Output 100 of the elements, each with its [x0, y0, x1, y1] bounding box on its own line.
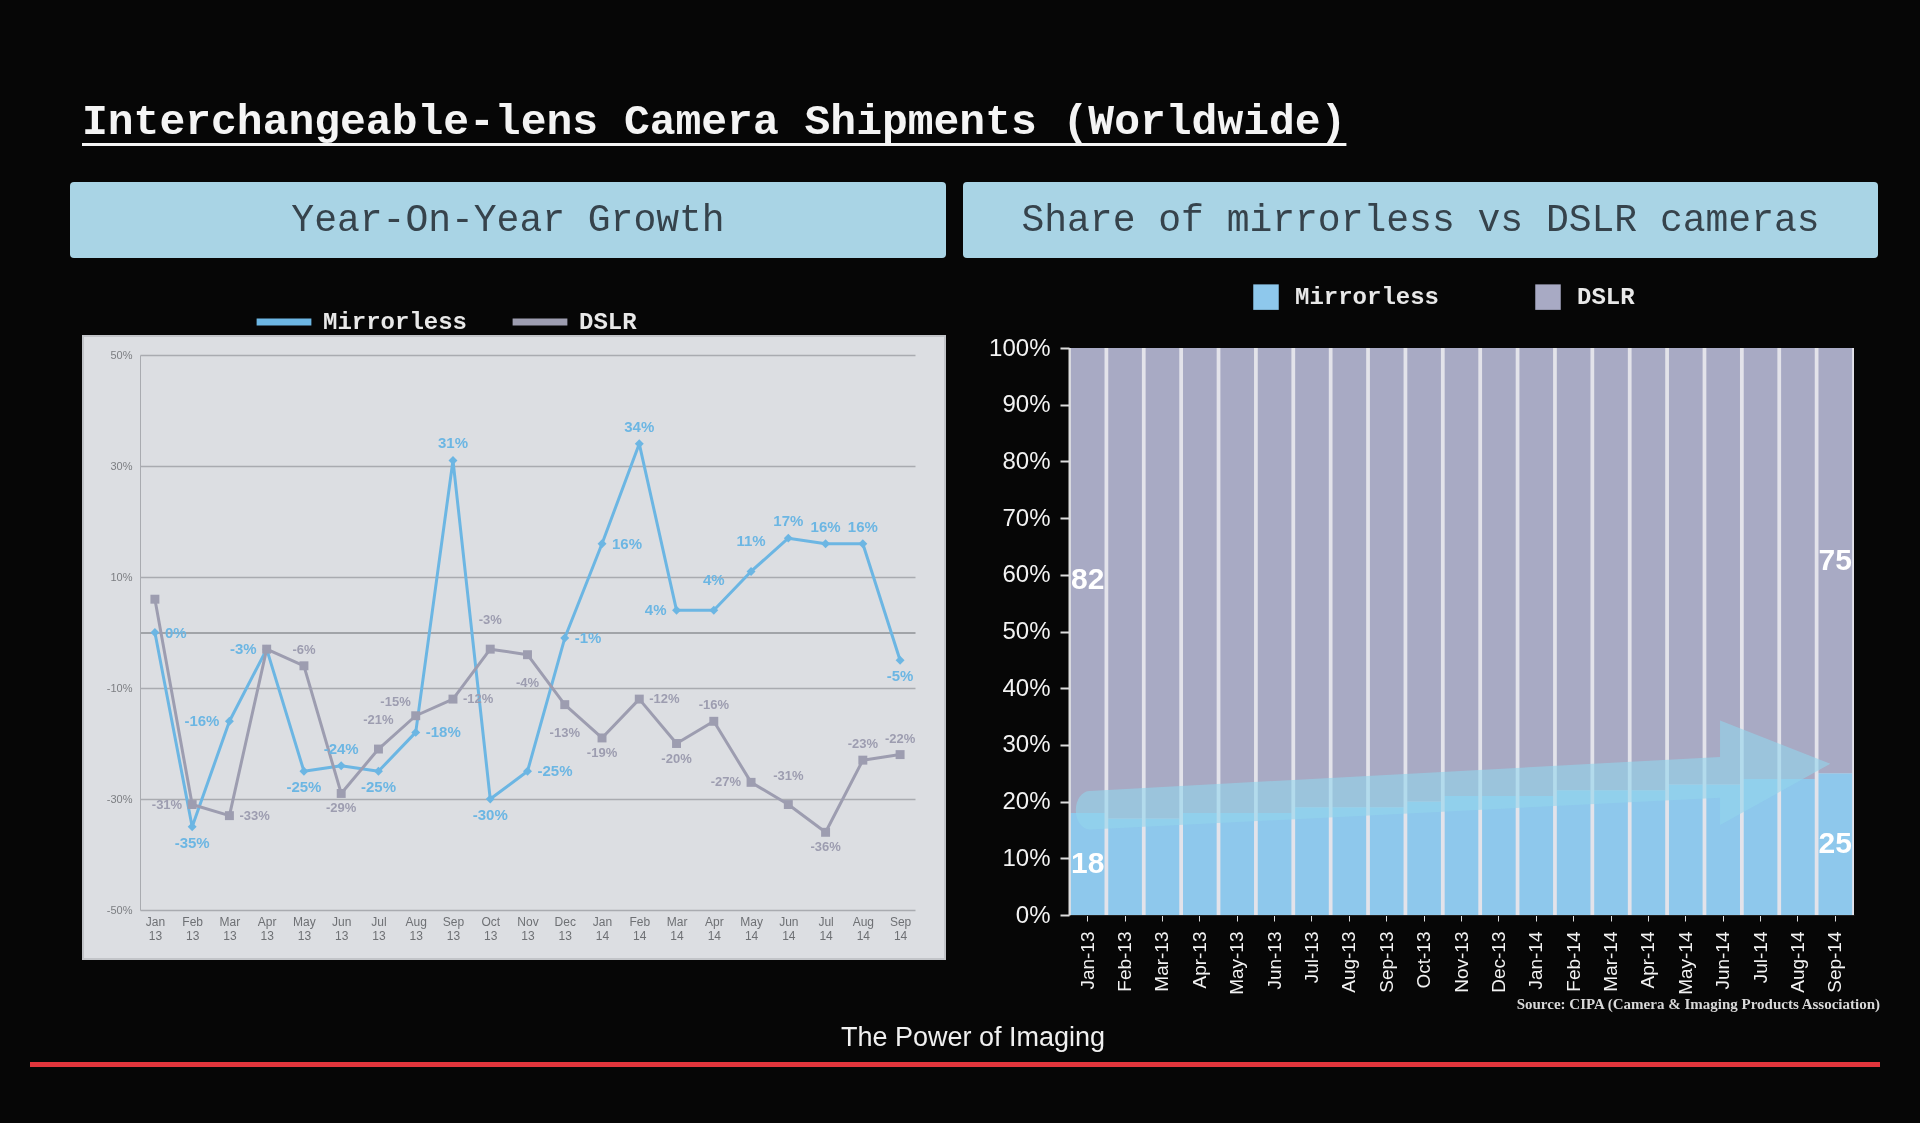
y-tick-label: 20% — [1002, 787, 1051, 815]
data-label: -31% — [151, 796, 183, 812]
data-label: -23% — [847, 736, 879, 752]
data-label: -27% — [710, 774, 742, 790]
bar — [1257, 812, 1292, 915]
data-label: -29% — [326, 800, 357, 816]
data-label: -18% — [425, 723, 461, 741]
x-tick-label: Jul 14 — [818, 914, 834, 943]
x-tick-label: Sep 14 — [889, 914, 912, 943]
x-tick-label: Apr-13 — [1188, 931, 1210, 989]
x-tick-label: Jan-13 — [1076, 931, 1098, 990]
source-note: Source: CIPA (Camera & Imaging Products Association) — [1516, 996, 1880, 1013]
x-tick-label: Jul-14 — [1749, 931, 1771, 984]
point — [560, 633, 570, 643]
point — [150, 594, 160, 604]
data-label: -1% — [574, 629, 602, 647]
y-tick-label: 30% — [110, 459, 133, 472]
bar — [1295, 348, 1329, 808]
data-label: -15% — [380, 693, 412, 709]
bar — [1781, 348, 1815, 779]
data-label: 31% — [437, 434, 468, 452]
data-label: -25% — [360, 778, 396, 796]
point — [895, 655, 905, 665]
bar — [1407, 348, 1441, 802]
data-label: 34% — [624, 417, 655, 435]
y-tick-label: 40% — [1002, 673, 1051, 701]
bar — [1594, 790, 1628, 915]
x-tick-label: May 14 — [740, 914, 763, 943]
point — [858, 755, 868, 765]
y-tick-label: 10% — [110, 570, 133, 583]
x-tick-label: Feb-14 — [1562, 931, 1584, 992]
x-tick-label: Jul-13 — [1300, 931, 1322, 984]
point — [895, 750, 905, 760]
bar — [1070, 812, 1105, 915]
data-label: -22% — [884, 730, 916, 746]
x-tick-label: Sep 13 — [442, 914, 465, 943]
data-label: -35% — [174, 833, 210, 851]
x-tick-label: Dec 13 — [554, 914, 576, 943]
x-tick-label: Aug 13 — [405, 914, 427, 943]
x-tick-label: Sep-14 — [1824, 931, 1846, 993]
point — [299, 766, 309, 776]
point — [821, 827, 831, 837]
bar — [1668, 348, 1703, 785]
y-tick-label: 90% — [1002, 390, 1051, 418]
point — [224, 811, 234, 821]
x-tick-label: Feb 14 — [629, 914, 651, 943]
bar — [1706, 784, 1740, 915]
point — [523, 650, 532, 660]
data-label: -20% — [661, 750, 693, 766]
data-label: 4% — [644, 601, 667, 619]
x-tick-label: Jun-14 — [1712, 931, 1734, 990]
x-tick-label: Mar-14 — [1600, 931, 1622, 992]
bar — [1369, 348, 1404, 808]
bar — [1183, 812, 1217, 915]
point — [336, 761, 346, 771]
bar — [1108, 818, 1142, 915]
point — [672, 739, 682, 748]
point — [448, 694, 458, 704]
x-tick-label: May-13 — [1226, 931, 1248, 995]
data-label: -3% — [230, 640, 257, 658]
data-label: -16% — [698, 697, 730, 713]
point — [709, 716, 719, 726]
bar — [1257, 348, 1292, 813]
bar — [1070, 348, 1105, 813]
data-label: -33% — [239, 807, 271, 823]
y-tick-label: 60% — [1002, 560, 1051, 588]
data-label: -4% — [515, 674, 540, 690]
x-tick-label: Nov-13 — [1450, 931, 1472, 993]
y-tick-label: 80% — [1002, 446, 1051, 474]
x-tick-label: Mar-13 — [1151, 931, 1173, 992]
data-label: 4% — [702, 571, 725, 589]
point — [709, 605, 719, 615]
bar — [1332, 348, 1367, 808]
y-tick-label: 50% — [110, 348, 133, 361]
x-tick-label: Aug-14 — [1786, 931, 1808, 993]
legend-label: DSLR — [1577, 284, 1636, 312]
bar — [1145, 348, 1180, 819]
data-label: -31% — [773, 767, 804, 783]
bar — [1519, 348, 1554, 796]
bar — [1818, 348, 1853, 774]
data-label: -13% — [549, 724, 581, 740]
bar — [1482, 795, 1516, 915]
data-label: -19% — [586, 744, 618, 760]
bar — [1594, 348, 1628, 791]
x-tick-label: Feb-13 — [1114, 931, 1136, 992]
point — [448, 455, 458, 465]
point — [485, 794, 495, 804]
x-tick-label: Oct 13 — [481, 914, 501, 943]
x-tick-label: Aug 14 — [852, 914, 875, 943]
x-tick-label: Dec-13 — [1487, 931, 1509, 993]
point — [299, 661, 309, 671]
y-tick-label: -50% — [106, 903, 133, 916]
x-tick-label: Aug-13 — [1338, 931, 1360, 993]
x-tick-label: Feb 13 — [182, 914, 204, 943]
data-label: -30% — [472, 806, 508, 823]
y-tick-label: 70% — [1002, 503, 1051, 531]
bar — [1332, 807, 1367, 915]
x-tick-label: Sep-13 — [1375, 931, 1397, 993]
bar — [1369, 807, 1404, 915]
bar — [1482, 348, 1516, 796]
